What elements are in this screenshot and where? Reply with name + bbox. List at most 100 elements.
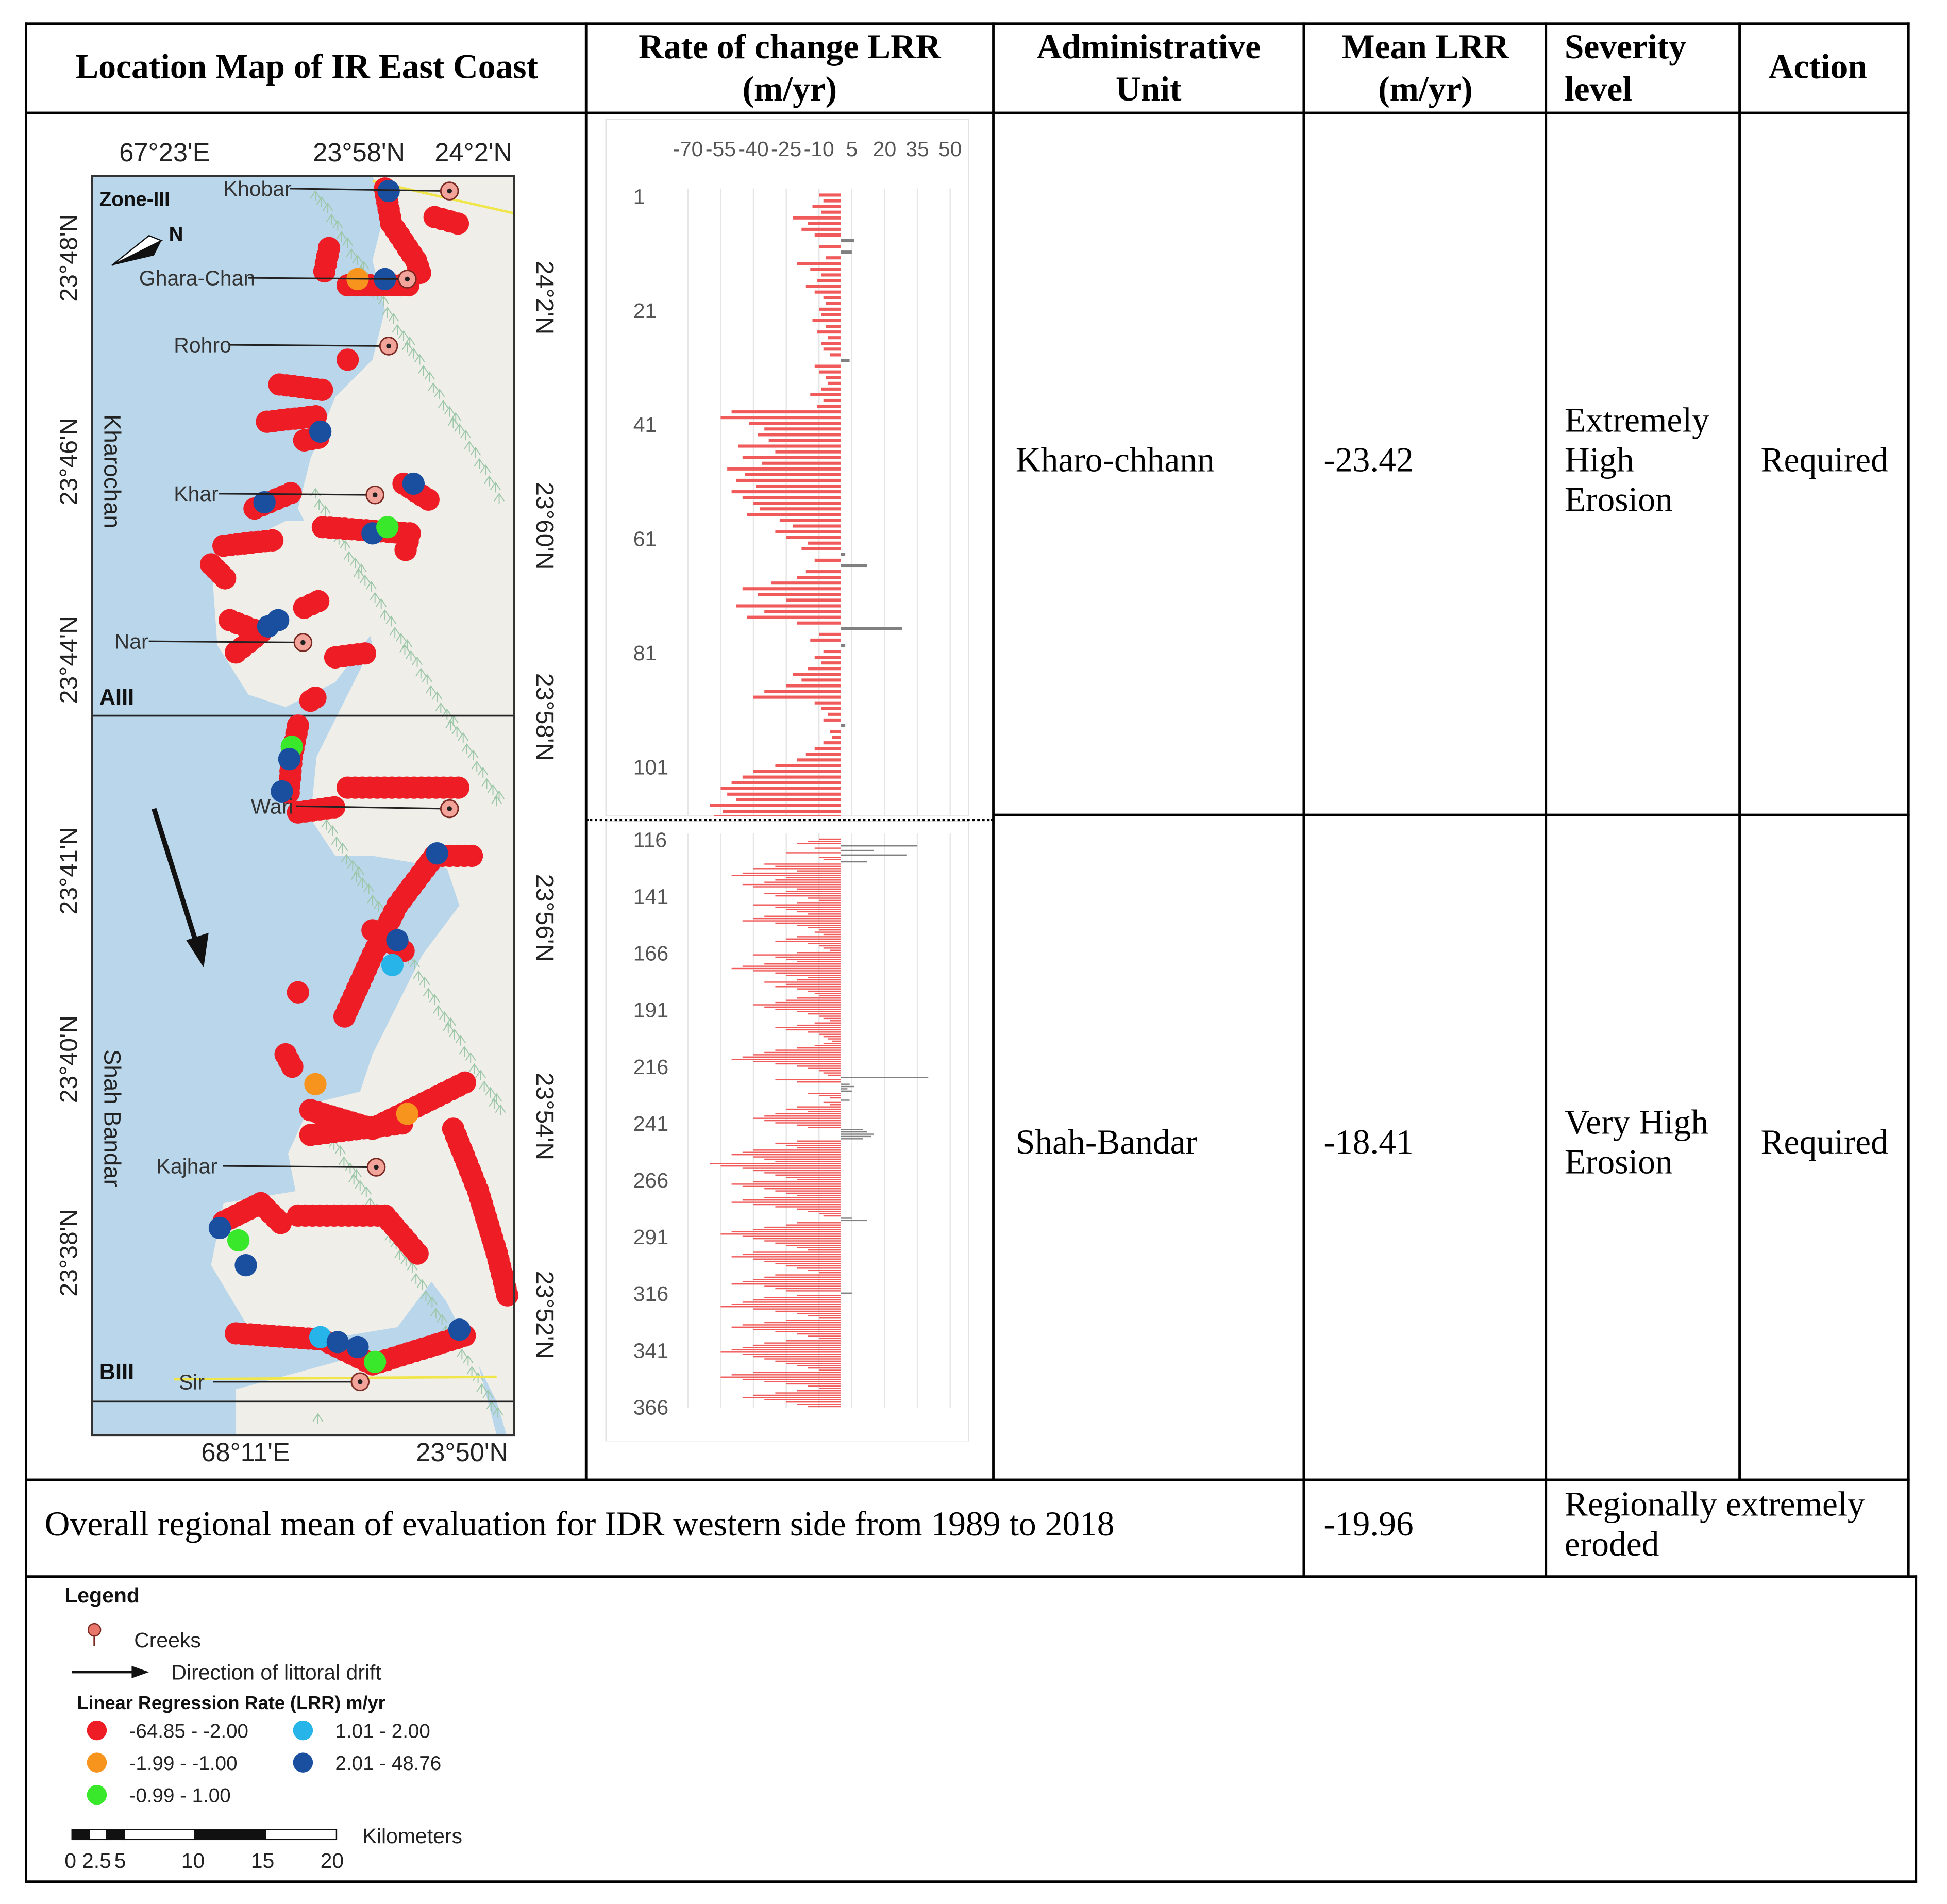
mangrove-mark (475, 1070, 486, 1081)
creek-leader-line (223, 1165, 377, 1168)
lrr-point (496, 1284, 519, 1307)
lrr-point (281, 1055, 304, 1078)
chart-2-bar (742, 1397, 841, 1398)
chart-2-bar (764, 963, 841, 965)
chart-2-bar (742, 883, 841, 886)
lrr-point (225, 641, 247, 664)
header-location-map: Location Map of IR East Coast (75, 48, 538, 87)
creek-leader-line (248, 277, 408, 280)
chart-2-bar (814, 993, 841, 994)
chart-2-bar (841, 1088, 848, 1090)
mangrove-mark (351, 1168, 362, 1180)
chart-1-bar (823, 718, 841, 722)
chart-1-bar (797, 758, 841, 762)
mangrove-mark (415, 667, 427, 679)
mangrove-mark (351, 871, 362, 882)
chart-2-bar (731, 875, 841, 876)
chart-1-bar (753, 770, 841, 773)
chart-1-bar (770, 581, 841, 585)
mangrove-mark (454, 423, 465, 435)
map-land-kajhar (211, 1191, 435, 1340)
location-map: Khobar Ghara-Chan Rohro Khar Nar Wari Kajhar Si… (55, 138, 559, 1467)
chart-2-bar (823, 1043, 841, 1044)
legend-lrr-title: Linear Regression Rate (LRR) m/yr (77, 1692, 385, 1713)
chart-1-bar (830, 729, 841, 733)
chart-2-bar (797, 1365, 841, 1366)
mangrove-mark (361, 1186, 372, 1197)
chart-2-y-tick: 341 (633, 1339, 668, 1362)
mangrove-mark (433, 1005, 444, 1016)
chart-1-bar (747, 615, 841, 619)
mangrove-mark (490, 481, 501, 493)
mangrove-mark (331, 836, 342, 847)
map-right-lat-label: 23°54'N (531, 1073, 559, 1160)
creek-label: Khobar (224, 177, 292, 201)
chart-1-bar (742, 496, 841, 499)
lrr-point (253, 491, 276, 514)
mangrove-mark (491, 795, 502, 807)
chart-2-bar (786, 1029, 841, 1031)
chart-2-bar (742, 1235, 841, 1237)
mangrove-mark (406, 650, 416, 661)
chart-2-bar (775, 1049, 841, 1051)
mangrove-mark (404, 336, 415, 347)
chart-1-bar (753, 502, 841, 505)
legend-class-swatch (87, 1720, 107, 1741)
chart-2-bar (731, 1201, 841, 1203)
chart-2-bar (786, 1245, 841, 1246)
chart-1-bar (828, 336, 841, 340)
mangrove-mark (451, 726, 463, 737)
chart-2-bar (814, 1045, 841, 1046)
chart-2-bar (797, 1294, 841, 1296)
chart-2-bar (823, 1215, 841, 1217)
mangrove-mark (367, 894, 378, 906)
chart-2-bar (764, 1381, 841, 1382)
header-rate-change-line1: Rate of change LRR (639, 28, 941, 67)
mangrove-mark (392, 324, 403, 335)
chart-2-bar (786, 1320, 841, 1321)
chart-1-bar (793, 524, 841, 528)
chart-2-bar (819, 945, 841, 947)
chart-row-divider (586, 819, 994, 822)
chart-1-bar (727, 467, 841, 471)
chart-2-bar (753, 1394, 841, 1396)
lrr-point (234, 1254, 257, 1277)
chart-1-bar (816, 405, 841, 408)
chart-2-bar (775, 1263, 841, 1264)
map-lat-top-mid: 23°58'N (313, 138, 405, 167)
mangrove-mark (474, 458, 485, 469)
row1-unit: Kharo-chhann (1015, 441, 1215, 480)
header-rate-change-line2: (m/yr) (742, 71, 837, 109)
chart-2-bar (841, 1138, 863, 1140)
mangrove-mark (477, 766, 489, 778)
chart-2-bar (808, 1013, 841, 1015)
chart-2-bar (808, 841, 841, 842)
chart-1-bar (764, 427, 841, 431)
mangrove-mark (399, 644, 410, 655)
scale-tick-label: 2.5 (82, 1849, 111, 1873)
map-frame (91, 175, 515, 1437)
chart-2-bar (823, 1072, 841, 1074)
mangrove-mark (420, 1290, 431, 1301)
chart-2-bar (742, 1254, 841, 1256)
chart-2-bar (786, 1176, 841, 1178)
chart-1-bar (810, 268, 841, 271)
chart-2-bar (841, 861, 867, 863)
mangrove-mark (359, 574, 371, 586)
chart-1-bar (810, 393, 841, 396)
chart-2-bar (742, 1347, 841, 1348)
chart-2-bar (775, 1009, 841, 1010)
mangrove-mark (449, 1028, 460, 1040)
chart-2-bar (753, 1149, 841, 1151)
lrr-point (354, 642, 377, 665)
chart-2-bar (764, 863, 841, 865)
chart-2-bar (808, 1367, 841, 1369)
chart-2-bar (764, 1297, 841, 1298)
row1-severity-line2: High (1564, 441, 1634, 480)
mangrove-mark (495, 1104, 506, 1115)
mangrove-mark (401, 341, 413, 353)
creek-pin-center (447, 188, 452, 194)
creek-label: Khar (174, 482, 219, 506)
mangrove-mark (312, 1413, 324, 1424)
map-right-lat-label: 23°58'N (531, 673, 559, 761)
